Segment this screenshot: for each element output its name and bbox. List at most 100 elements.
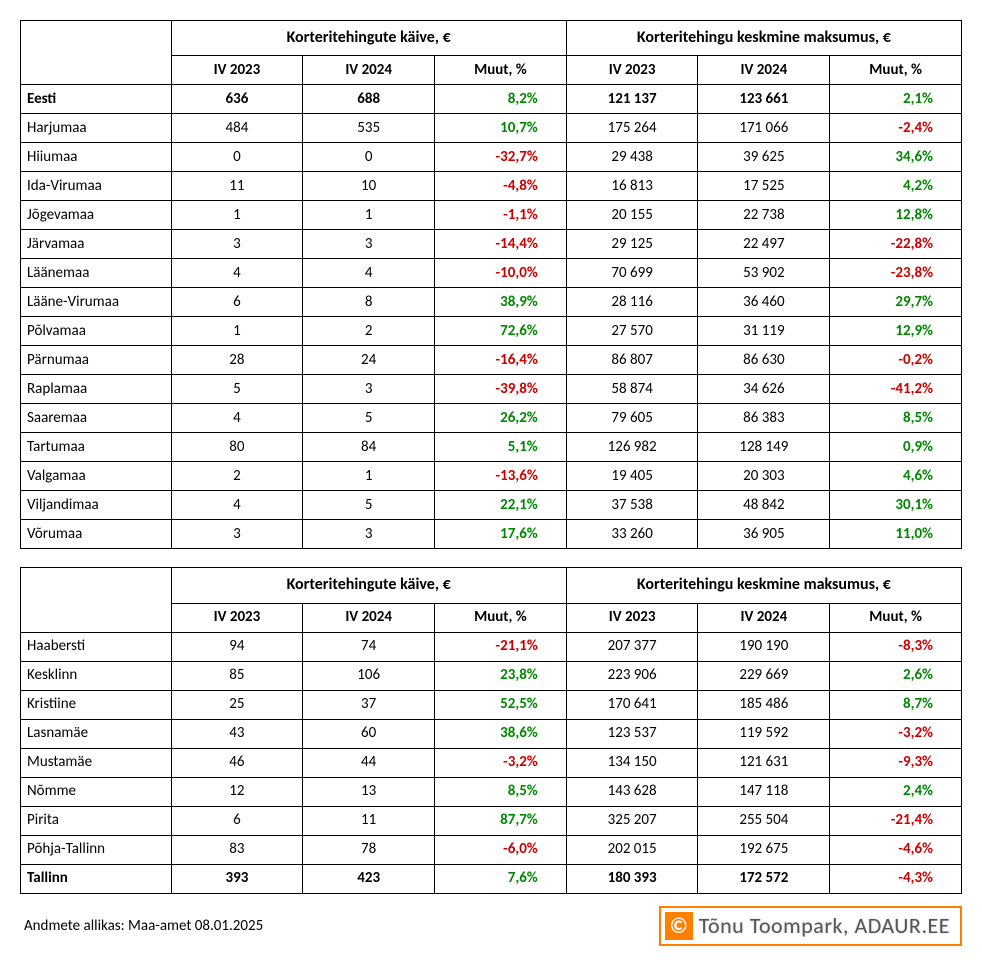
row-name: Haabersti [21,632,172,661]
table-row: Lasnamäe436038,6%123 537119 592-3,2% [21,719,962,748]
cell-a2: 39 625 [698,143,830,172]
cell-p2: -23,8% [830,259,962,288]
cell-p2: 8,5% [830,404,962,433]
col-iv2024-2b: IV 2024 [698,603,830,632]
table-row: Raplamaa53-39,8%58 87434 626-41,2% [21,375,962,404]
cell-p2: -41,2% [830,375,962,404]
table-row: Lääne-Virumaa6838,9%28 11636 46029,7% [21,288,962,317]
cell-p2: -4,6% [830,835,962,864]
table-row: Jõgevamaa11-1,1%20 15522 73812,8% [21,201,962,230]
cell-p2: 2,1% [830,85,962,114]
cell-a2: 255 504 [698,806,830,835]
cell-p2: 2,4% [830,777,962,806]
cell-v1: 0 [171,143,303,172]
cell-a2: 172 572 [698,864,830,893]
col-iv2024: IV 2024 [303,56,435,85]
table-row: Võrumaa3317,6%33 26036 90511,0% [21,520,962,549]
cell-a1: 16 813 [566,172,698,201]
cell-v2: 11 [303,806,435,835]
county-tbody: Eesti6366888,2%121 137123 6612,1%Harjuma… [21,85,962,549]
cell-p2: 2,6% [830,661,962,690]
table-row: Tartumaa80845,1%126 982128 1490,9% [21,433,962,462]
cell-v1: 2 [171,462,303,491]
cell-p1: -21,1% [435,632,567,661]
cell-v1: 393 [171,864,303,893]
cell-p1: 5,1% [435,433,567,462]
cell-p2: -9,3% [830,748,962,777]
table-row: Viljandimaa4522,1%37 53848 84230,1% [21,491,962,520]
cell-v2: 688 [303,85,435,114]
row-name: Valgamaa [21,462,172,491]
cell-v2: 5 [303,404,435,433]
cell-p2: -4,3% [830,864,962,893]
cell-a1: 143 628 [566,777,698,806]
cell-a1: 37 538 [566,491,698,520]
table-row: Tallinn3934237,6%180 393172 572-4,3% [21,864,962,893]
row-name: Põhja-Tallinn [21,835,172,864]
cell-v2: 1 [303,462,435,491]
row-name: Lasnamäe [21,719,172,748]
cell-v1: 6 [171,288,303,317]
cell-v1: 46 [171,748,303,777]
cell-p1: -13,6% [435,462,567,491]
cell-p1: -6,0% [435,835,567,864]
cell-v1: 4 [171,404,303,433]
cell-a2: 119 592 [698,719,830,748]
col-iv2024-b: IV 2024 [698,56,830,85]
cell-a1: 175 264 [566,114,698,143]
cell-a1: 134 150 [566,748,698,777]
header-turnover: Korteritehingute käive, € [171,21,566,56]
cell-v2: 2 [303,317,435,346]
header-blank-2 [21,568,172,632]
cell-v1: 25 [171,690,303,719]
cell-p2: -0,2% [830,346,962,375]
cell-a1: 70 699 [566,259,698,288]
header-avgprice: Korteritehingu keskmine maksumus, € [566,21,961,56]
district-tbody: Haabersti9474-21,1%207 377190 190-8,3%Ke… [21,632,962,893]
cell-v2: 8 [303,288,435,317]
cell-p2: 12,9% [830,317,962,346]
row-name: Läänemaa [21,259,172,288]
cell-v2: 84 [303,433,435,462]
table-row: Ida-Virumaa1110-4,8%16 81317 5254,2% [21,172,962,201]
cell-a1: 202 015 [566,835,698,864]
table-row: Kesklinn8510623,8%223 906229 6692,6% [21,661,962,690]
cell-p1: -39,8% [435,375,567,404]
cell-a1: 86 807 [566,346,698,375]
col-iv2024-2: IV 2024 [303,603,435,632]
row-name: Raplamaa [21,375,172,404]
row-name: Võrumaa [21,520,172,549]
table-row: Järvamaa33-14,4%29 12522 497-22,8% [21,230,962,259]
table-row: Kristiine253752,5%170 641185 4868,7% [21,690,962,719]
cell-a2: 36 460 [698,288,830,317]
cell-v2: 3 [303,375,435,404]
cell-v1: 43 [171,719,303,748]
cell-a2: 53 902 [698,259,830,288]
cell-p1: 23,8% [435,661,567,690]
cell-p1: 72,6% [435,317,567,346]
table-row: Põhja-Tallinn8378-6,0%202 015192 675-4,6… [21,835,962,864]
cell-a2: 185 486 [698,690,830,719]
cell-p1: 26,2% [435,404,567,433]
cell-v2: 74 [303,632,435,661]
col-iv2023-b: IV 2023 [566,56,698,85]
cell-p1: -32,7% [435,143,567,172]
row-name: Mustamäe [21,748,172,777]
cell-p1: -10,0% [435,259,567,288]
cell-a2: 20 303 [698,462,830,491]
cell-a1: 123 537 [566,719,698,748]
cell-v1: 5 [171,375,303,404]
district-table: Korteritehingute käive, € Korteritehingu… [20,567,962,893]
cell-a1: 29 125 [566,230,698,259]
row-name: Hiiumaa [21,143,172,172]
cell-p1: 17,6% [435,520,567,549]
cell-p1: 38,9% [435,288,567,317]
row-name: Harjumaa [21,114,172,143]
cell-p2: -2,4% [830,114,962,143]
cell-p1: 10,7% [435,114,567,143]
row-name: Pirita [21,806,172,835]
row-name: Tartumaa [21,433,172,462]
cell-v2: 423 [303,864,435,893]
cell-p2: -22,8% [830,230,962,259]
header-group-row: Korteritehingute käive, € Korteritehingu… [21,21,962,56]
